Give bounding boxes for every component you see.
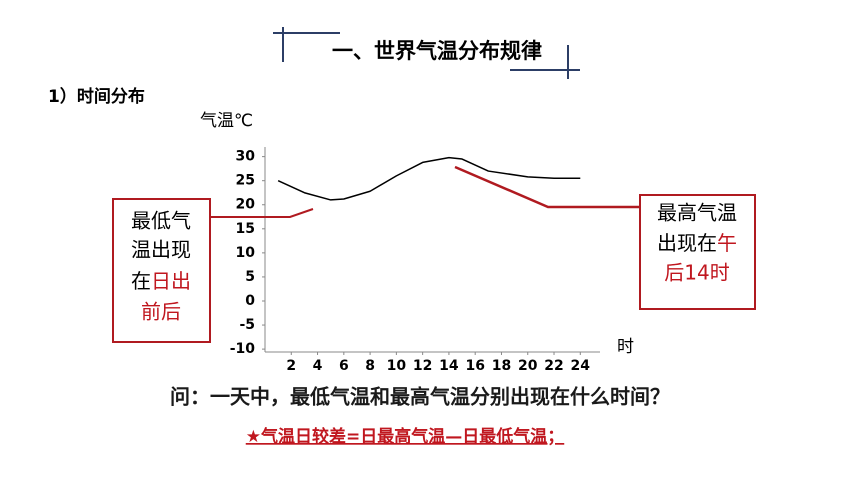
note-highlight: 午 <box>717 231 737 255</box>
note-text: 最低气 <box>131 209 191 233</box>
x-tick-label: 14 <box>439 358 459 374</box>
question: 问：一天中，最低气温和最高气温分别出现在什么时间？ <box>170 385 670 409</box>
y-tick-label: 25 <box>236 173 255 189</box>
note-highlight: 后14时 <box>664 261 729 285</box>
y-tick-label: 10 <box>236 245 256 261</box>
x-tick-label: 12 <box>413 358 432 374</box>
x-axis-label: 时 <box>617 337 634 357</box>
x-tick-label: 8 <box>365 358 375 374</box>
section-title: 1）时间分布 <box>48 86 145 107</box>
x-tick-label: 22 <box>544 358 563 374</box>
x-tick-label: 20 <box>518 358 538 374</box>
note-highlight: 日出 <box>151 269 191 293</box>
y-tick-label: 0 <box>245 293 255 309</box>
y-tick-label: 5 <box>245 269 255 285</box>
note-text: 在 <box>131 269 151 293</box>
x-tick-label: 16 <box>465 358 484 374</box>
y-axis-label: 气温℃ <box>200 111 253 131</box>
y-tick-label: 20 <box>236 197 256 213</box>
y-tick-label: 30 <box>236 149 256 165</box>
formula: ★气温日较差=日最高气温—日最低气温； <box>246 426 564 447</box>
x-tick-label: 2 <box>286 358 296 374</box>
x-tick-label: 24 <box>571 358 591 374</box>
note-box <box>112 198 211 343</box>
note-text: 最高气温 <box>657 201 737 225</box>
annotation-line <box>454 165 640 209</box>
x-tick-label: 4 <box>313 358 323 374</box>
note-text: 出现在午 <box>657 231 737 255</box>
y-tick-label: -10 <box>230 341 256 357</box>
line <box>277 156 581 201</box>
note-highlight: 前后 <box>141 300 181 324</box>
slide-title: 一、世界气温分布规律 <box>332 39 542 63</box>
note-box <box>639 194 756 310</box>
x-tick-label: 6 <box>339 358 349 374</box>
y-tick-label: 15 <box>236 221 255 237</box>
note-text: 温出现 <box>131 238 191 262</box>
annotation-line <box>210 208 314 218</box>
x-tick-label: 18 <box>492 358 511 374</box>
note-text: 在日出 <box>131 269 191 293</box>
note-text: 出现在 <box>657 231 717 255</box>
y-tick-label: -5 <box>239 317 255 333</box>
x-tick-label: 10 <box>387 358 407 374</box>
